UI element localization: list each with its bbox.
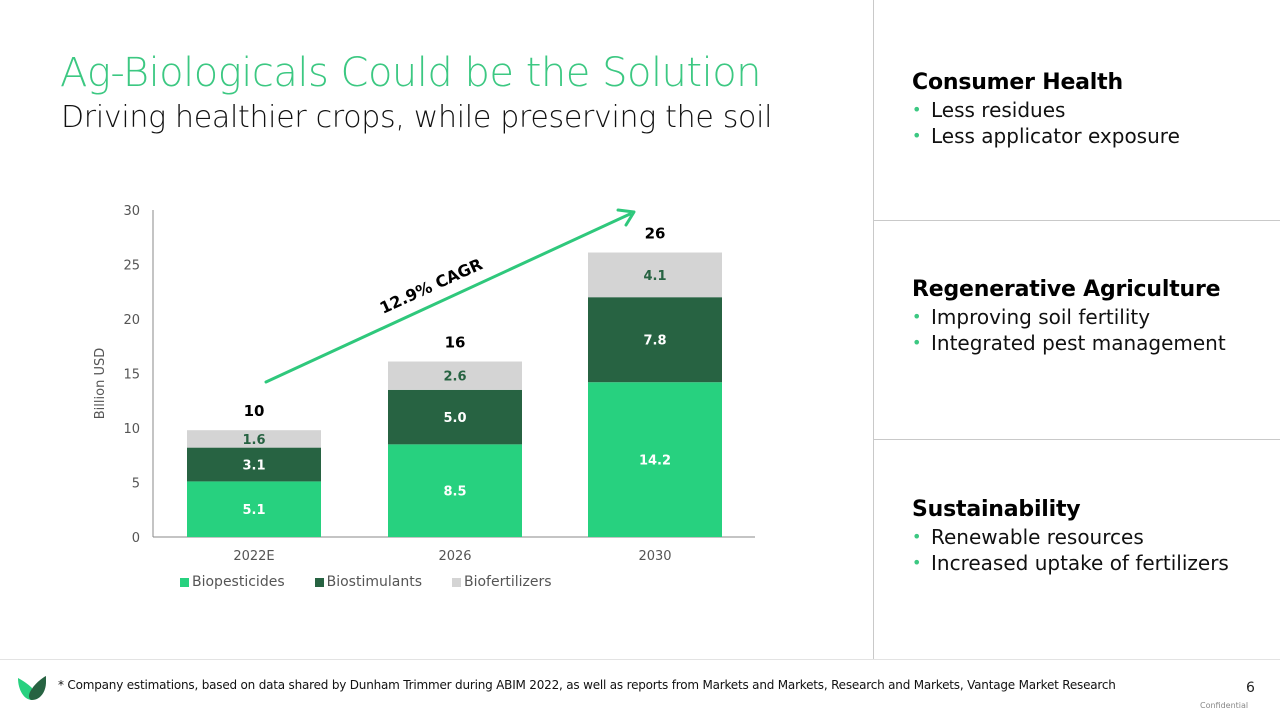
bar-segment-biopesticides — [588, 382, 722, 537]
panel-sustainability: Sustainability • Renewable resources • Inc… — [912, 497, 1229, 576]
bullet-dot-icon: • — [912, 553, 922, 572]
leaf-logo-icon — [18, 676, 46, 700]
bullet-dot-icon: • — [912, 307, 922, 326]
legend-label: Biofertilizers — [464, 574, 552, 590]
legend-item-biofertilizers: Biofertilizers — [452, 574, 552, 590]
bar-segment-biofertilizers — [588, 252, 722, 298]
legend-label: Biopesticides — [192, 574, 285, 590]
panel-bullet: • Renewable resources — [912, 524, 1229, 550]
segment-value-label: 4.1 — [643, 269, 666, 284]
bar-total-label: 16 — [445, 334, 466, 352]
segment-value-label: 5.0 — [443, 411, 466, 426]
bar-segment-biopesticides — [388, 444, 522, 537]
page-number: 6 — [1246, 680, 1255, 696]
bullet-dot-icon: • — [912, 333, 922, 352]
segment-value-label: 5.1 — [242, 503, 265, 518]
panel-divider — [874, 439, 1280, 440]
segment-value-label: 7.8 — [643, 334, 666, 349]
legend-label: Biostimulants — [326, 574, 422, 590]
bar-segment-biofertilizers — [187, 430, 321, 448]
legend-item-biostimulants: Biostimulants — [314, 574, 422, 590]
panel-heading: Regenerative Agriculture — [912, 277, 1221, 302]
bullet-text: Increased uptake of fertilizers — [931, 551, 1229, 575]
bullet-text: Less applicator exposure — [931, 124, 1180, 148]
bullet-text: Integrated pest management — [931, 331, 1226, 355]
legend-swatch-biostimulants — [314, 577, 324, 587]
y-tick-label: 25 — [123, 259, 140, 274]
y-tick-label: 20 — [123, 313, 140, 328]
bullet-text: Less residues — [931, 98, 1066, 122]
y-tick-label: 5 — [132, 477, 140, 492]
market-size-chart: 0 5 10 15 20 25 30 Billion USD 5.1 3.1 1.6 10 2022E 8… — [93, 204, 755, 564]
legend-swatch-biofertilizers — [452, 577, 461, 587]
y-tick-label: 30 — [123, 204, 140, 219]
y-tick-label: 0 — [132, 531, 140, 546]
panel-heading: Sustainability — [912, 497, 1081, 522]
bar-total-label: 26 — [645, 225, 666, 243]
footnote: * Company estimations, based on data sha… — [58, 678, 1116, 692]
segment-value-label: 14.2 — [639, 454, 671, 469]
segment-value-label: 8.5 — [443, 485, 466, 500]
cagr-annotation: 12.9% CAGR — [377, 254, 486, 317]
panel-bullet: • Increased uptake of fertilizers — [912, 550, 1229, 576]
bar-total-label: 10 — [244, 402, 265, 420]
panel-bullet: • Less residues — [912, 97, 1180, 123]
x-tick-label: 2026 — [438, 549, 471, 564]
panel-bullet: • Integrated pest management — [912, 330, 1226, 356]
bar-segment-biofertilizers — [388, 361, 522, 390]
segment-value-label: 2.6 — [443, 370, 466, 385]
page-subtitle: Driving healthier crops, while preservin… — [61, 100, 773, 135]
panel-bullet: • Less applicator exposure — [912, 123, 1180, 149]
trend-arrowhead-icon — [616, 208, 636, 227]
trend-arrow-icon — [264, 212, 632, 384]
page-title: Ag-Biologicals Could be the Solution — [60, 50, 762, 96]
chart-legend: Biopesticides Biostimulants Biofertilize… — [180, 574, 552, 590]
panel-divider — [874, 220, 1280, 221]
bar-segment-biopesticides — [187, 481, 321, 537]
legend-swatch-biopesticides — [180, 577, 189, 587]
segment-value-label: 1.6 — [242, 433, 265, 448]
bar-segment-biostimulants — [388, 389, 522, 445]
bullet-dot-icon: • — [912, 126, 922, 145]
bar-segment-biostimulants — [187, 447, 321, 482]
panel-regenerative-agriculture: Regenerative Agriculture • Improving soil… — [912, 277, 1226, 356]
x-tick-label: 2022E — [233, 549, 274, 564]
y-tick-label: 10 — [123, 422, 140, 437]
panel-consumer-health: Consumer Health • Less residues • Less app… — [912, 70, 1180, 149]
x-tick-label: 2030 — [638, 549, 671, 564]
bullet-text: Renewable resources — [931, 525, 1144, 549]
y-tick-label: 15 — [123, 368, 140, 383]
confidential-label: Confidential — [1200, 701, 1249, 710]
bullet-dot-icon: • — [912, 527, 922, 546]
bullet-text: Improving soil fertility — [931, 305, 1151, 329]
legend-item-biopesticides: Biopesticides — [180, 574, 285, 590]
vertical-divider — [873, 0, 874, 660]
bullet-dot-icon: • — [912, 100, 922, 119]
panel-bullet: • Improving soil fertility — [912, 304, 1226, 330]
segment-value-label: 3.1 — [242, 459, 265, 474]
footer-divider — [0, 659, 1280, 660]
bar-segment-biostimulants — [588, 297, 722, 383]
panel-heading: Consumer Health — [912, 70, 1123, 95]
y-axis-label: Billion USD — [93, 348, 108, 419]
